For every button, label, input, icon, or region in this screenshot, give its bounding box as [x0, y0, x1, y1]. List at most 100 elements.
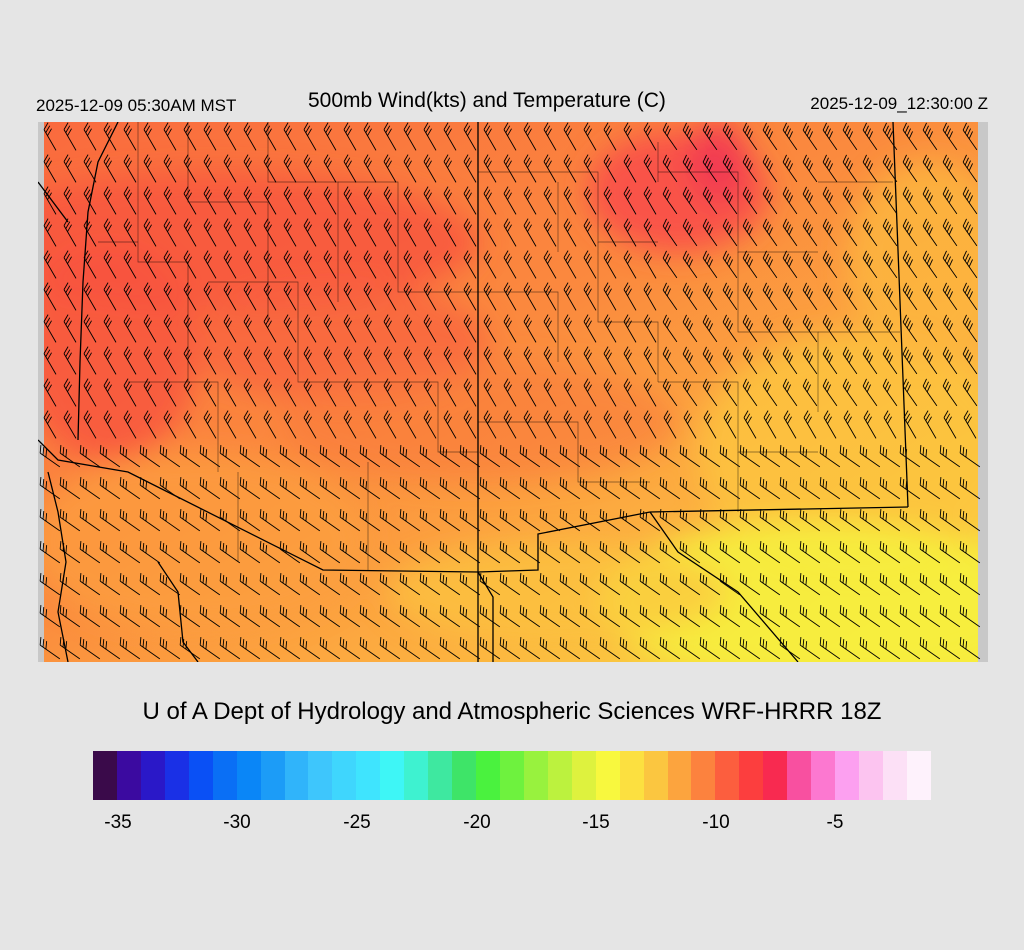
wind-barb: [902, 346, 918, 375]
wind-barb: [223, 122, 237, 151]
wind-barb: [783, 410, 797, 439]
colorbar-swatch: [140, 751, 165, 800]
wind-barb: [483, 378, 497, 407]
wind-barb: [879, 541, 901, 564]
wind-barb: [403, 218, 417, 247]
wind-barb: [403, 314, 417, 343]
wind-barb: [263, 250, 277, 279]
wind-barb: [503, 186, 517, 215]
wind-barb: [179, 509, 201, 532]
wind-barb: [822, 250, 838, 279]
wind-barb: [399, 477, 421, 500]
wind-barb: [63, 186, 77, 215]
wind-barb: [523, 154, 537, 183]
wind-barb: [479, 573, 501, 596]
wind-barb: [523, 346, 537, 375]
wind-barb: [179, 637, 201, 660]
wind-barb: [39, 541, 61, 564]
wind-barb: [443, 154, 457, 183]
wind-barb: [519, 477, 541, 500]
wind-barb: [959, 637, 981, 660]
wind-barb: [679, 637, 701, 660]
wind-barb: [403, 282, 417, 311]
wind-barb: [63, 378, 77, 407]
wind-barb: [439, 477, 461, 500]
wind-barb: [839, 605, 861, 628]
wind-barb: [879, 637, 901, 660]
wind-barb: [163, 250, 177, 279]
wind-barb: [762, 314, 778, 343]
wind-barb: [882, 346, 898, 375]
wind-barb: [223, 378, 237, 407]
wind-barb: [619, 477, 641, 500]
wind-barb: [579, 509, 601, 532]
wind-barb: [902, 378, 918, 407]
wind-barb: [543, 314, 557, 343]
wind-barb: [479, 477, 501, 500]
wind-barb: [923, 410, 937, 439]
wind-barb: [143, 282, 157, 311]
wind-barb: [842, 154, 858, 183]
wind-barb: [259, 477, 281, 500]
wind-barb: [343, 250, 357, 279]
wind-barb: [123, 186, 137, 215]
wind-barb: [283, 282, 297, 311]
wind-barb: [899, 605, 921, 628]
wind-barb: [399, 637, 421, 660]
colorbar-swatch: [691, 751, 716, 800]
wind-barb: [563, 346, 577, 375]
wind-barb: [742, 282, 758, 311]
wind-barb: [882, 154, 898, 183]
wind-barb: [819, 541, 841, 564]
wind-barb: [383, 410, 397, 439]
wind-barb: [882, 122, 898, 151]
wind-barb: [662, 346, 678, 375]
wind-barb: [363, 218, 377, 247]
wind-barb: [399, 509, 421, 532]
wind-barb: [459, 573, 481, 596]
wind-barb: [399, 445, 421, 468]
wind-barb: [343, 218, 357, 247]
wind-barb: [243, 218, 257, 247]
wind-barb: [119, 445, 141, 468]
colorbar-tick-label: -5: [826, 812, 844, 833]
wind-barb: [459, 541, 481, 564]
wind-barb: [259, 637, 281, 660]
wind-barb: [963, 410, 977, 439]
wind-barb: [383, 346, 397, 375]
wind-barb: [779, 541, 801, 564]
wind-barb: [679, 605, 701, 628]
wind-barb: [959, 573, 981, 596]
wind-barb: [463, 346, 477, 375]
wind-barb: [759, 509, 781, 532]
wind-barb: [83, 282, 97, 311]
wind-barb: [719, 477, 741, 500]
wind-barb: [503, 154, 517, 183]
wind-barb: [219, 605, 241, 628]
wind-barb: [159, 573, 181, 596]
wind-barb: [443, 250, 457, 279]
wind-barb: [443, 282, 457, 311]
colorbar-tick-label: -20: [463, 812, 491, 833]
wind-barb: [359, 573, 381, 596]
wind-barb: [802, 154, 818, 183]
wind-barb: [899, 477, 921, 500]
wind-barb: [782, 218, 798, 247]
wind-barb: [799, 573, 821, 596]
wind-barb: [699, 541, 721, 564]
wind-barb: [379, 509, 401, 532]
county-line: [338, 181, 478, 293]
wind-barb: [939, 573, 961, 596]
wind-barb: [243, 186, 257, 215]
colorbar-tick-label: -15: [582, 812, 610, 833]
wind-barb: [183, 218, 197, 247]
wind-barb: [902, 218, 918, 247]
credit-label: U of A Dept of Hydrology and Atmospheric…: [142, 698, 882, 725]
wind-barb: [759, 477, 781, 500]
wind-barb: [722, 378, 738, 407]
wind-barb: [563, 218, 577, 247]
wind-barb: [939, 605, 961, 628]
wind-barb: [79, 509, 101, 532]
colorbar-swatch: [93, 751, 117, 800]
wind-barb: [759, 541, 781, 564]
